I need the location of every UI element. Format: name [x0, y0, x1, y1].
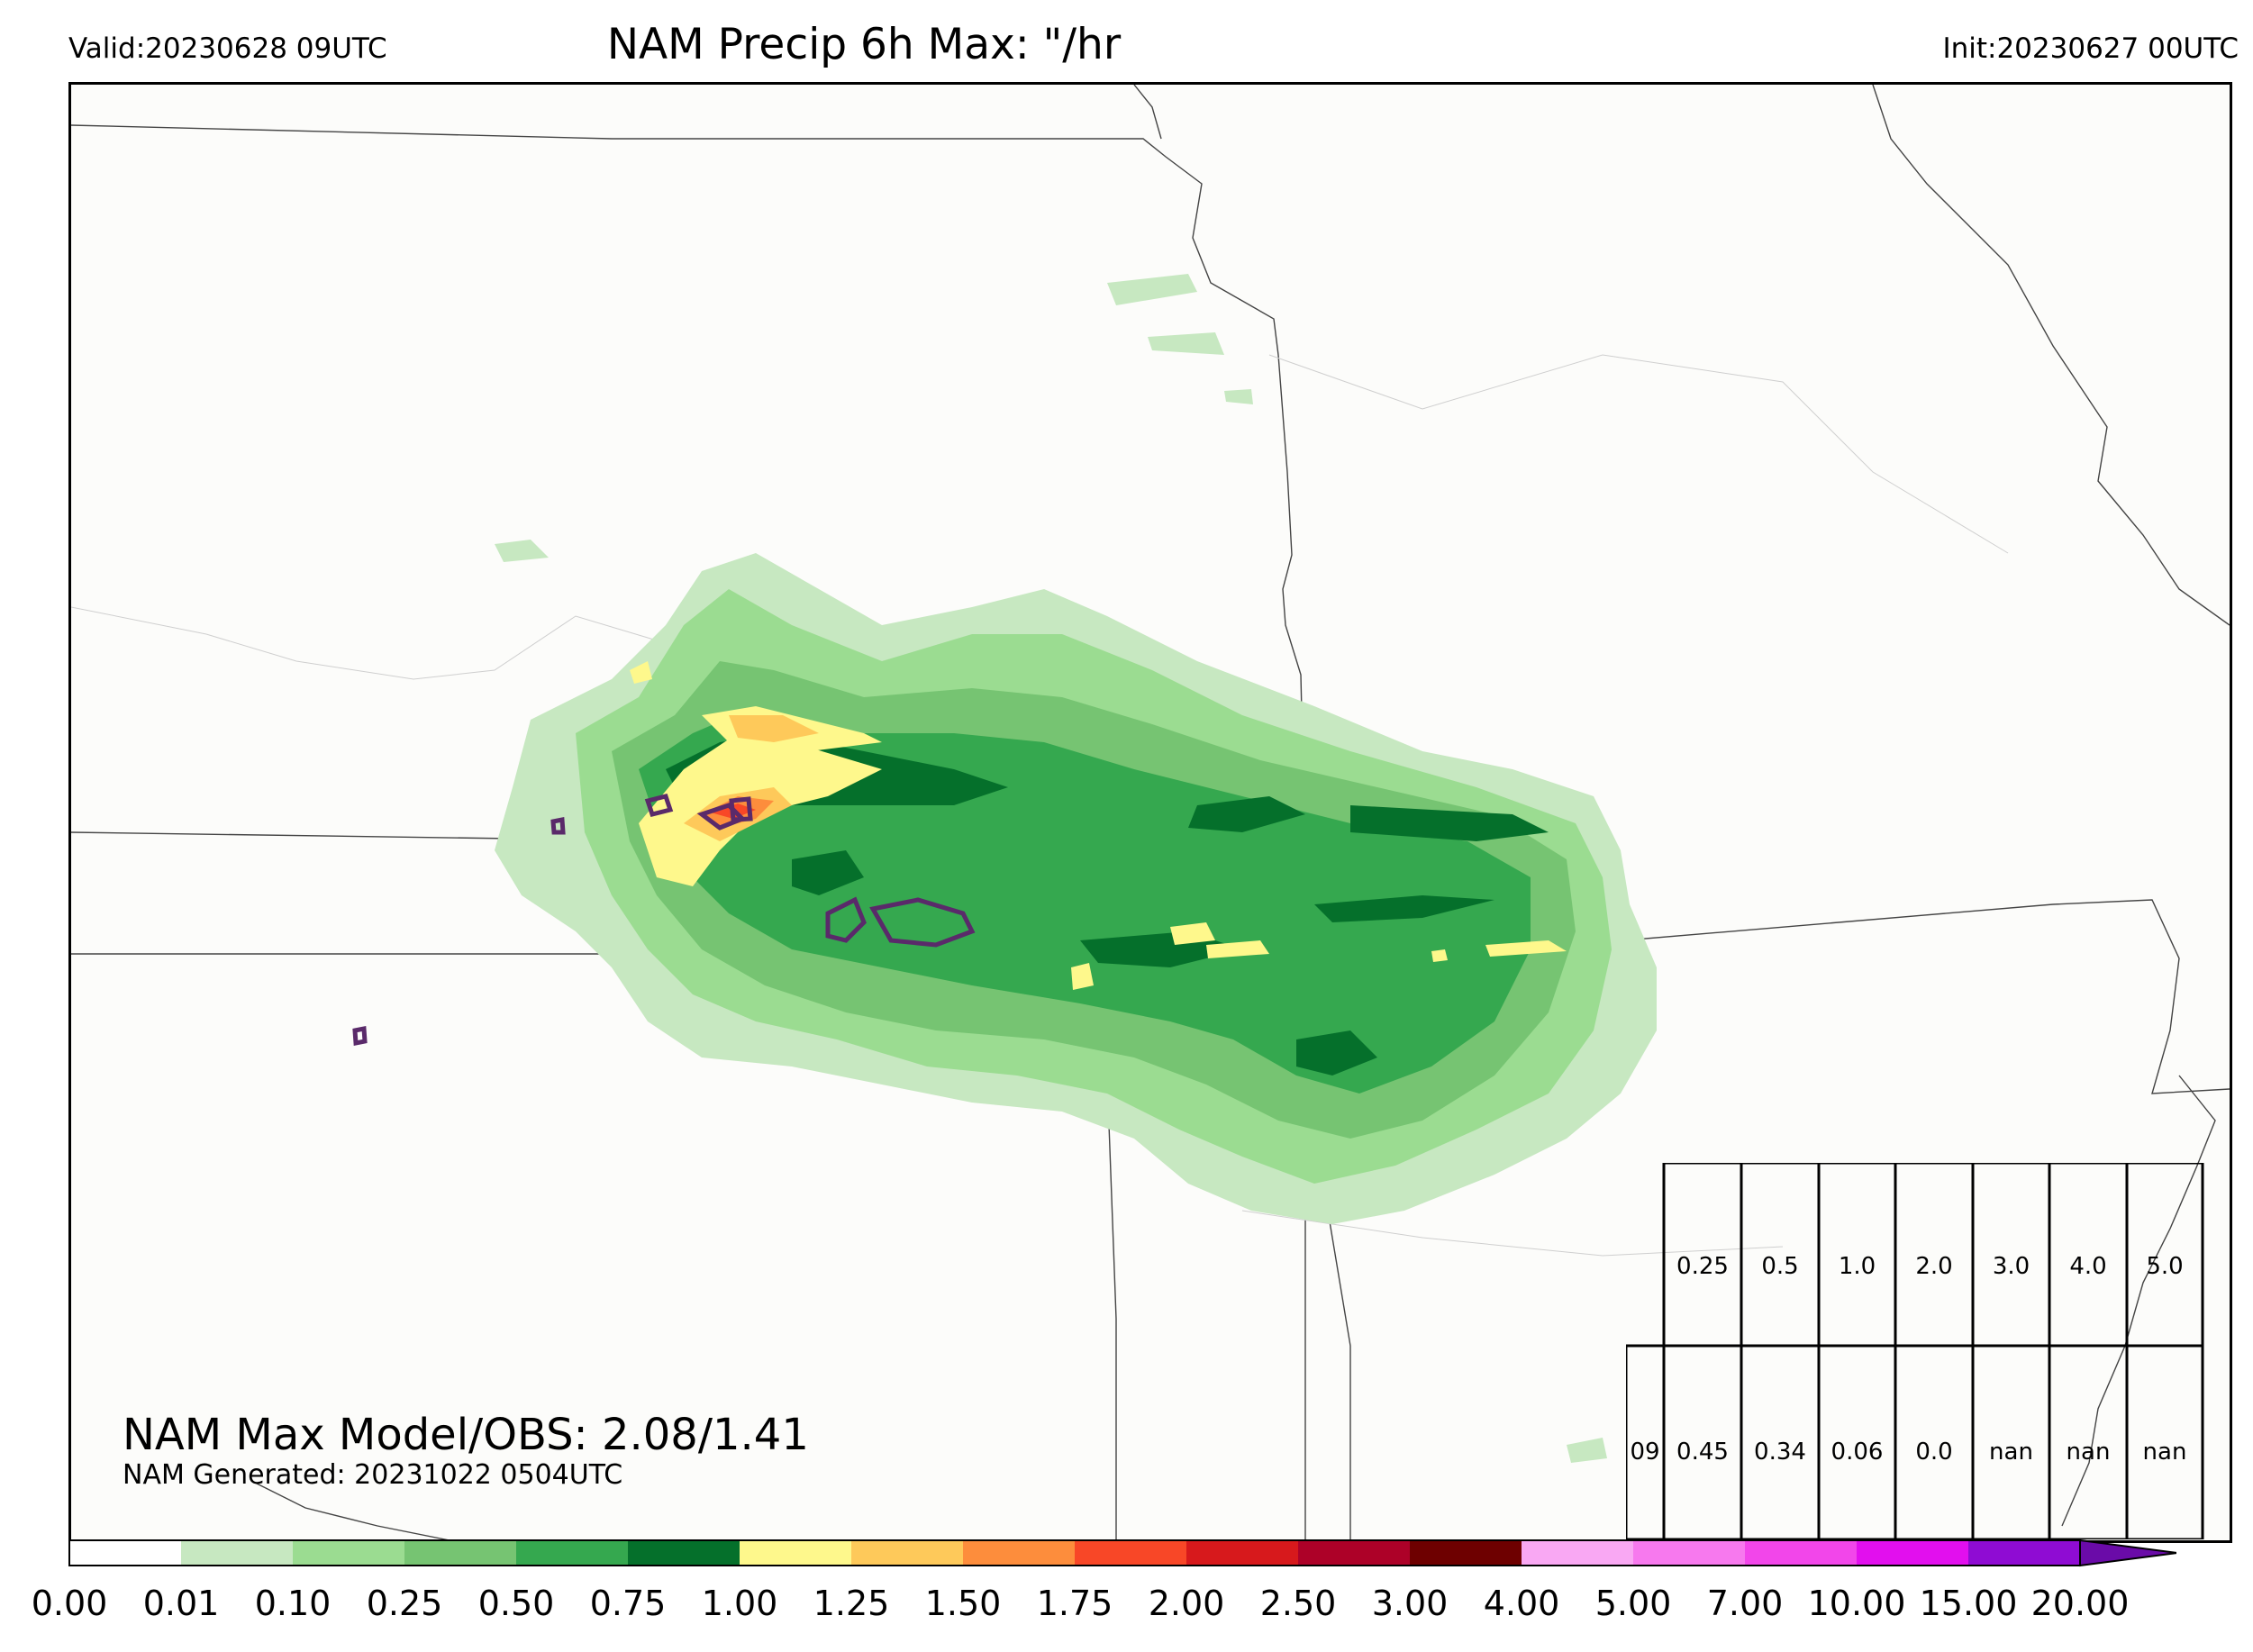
map-canvas — [71, 85, 2230, 1540]
threshold-header: 2.0 — [1915, 1253, 1953, 1280]
obs-contours — [352, 794, 976, 1047]
obs-contour — [352, 1025, 368, 1047]
score-value: 0.0 — [1915, 1439, 1953, 1466]
colorbar-tick-label: 7.00 — [1706, 1584, 1784, 1623]
boundary-line — [2061, 1075, 2216, 1527]
colorbar-segment — [293, 1540, 404, 1566]
colorbar-tick-label: 0.25 — [366, 1584, 443, 1623]
colorbar-segment — [1745, 1540, 1857, 1566]
score-value: 0.06 — [1831, 1439, 1884, 1466]
colorbar-tick-label: 1.75 — [1036, 1584, 1113, 1623]
max-model-obs-label: NAM Max Model/OBS: 2.08/1.41 — [123, 1410, 809, 1460]
precip-shade-0.75 — [1314, 895, 1494, 922]
threshold-header: 1.0 — [1838, 1253, 1876, 1280]
obs-contour — [729, 796, 753, 822]
threshold-header: 4.0 — [2069, 1253, 2107, 1280]
colorbar-tick-label: 0.50 — [477, 1584, 555, 1623]
colorbar-segment — [1410, 1540, 1522, 1566]
colorbar-tick-label: 1.50 — [924, 1584, 1002, 1623]
precip-shade-0.75 — [1188, 796, 1305, 832]
score-value: nan — [2142, 1439, 2187, 1466]
boundary-line — [71, 124, 1306, 1540]
colorbar-frame — [68, 1539, 2081, 1566]
colorbar-segment — [740, 1540, 851, 1566]
obs-contour — [550, 816, 566, 835]
valid-time-label: Valid:20230628 09UTC — [68, 32, 387, 65]
colorbar-tick-label: 2.50 — [1259, 1584, 1337, 1623]
colorbar-tick-label: 15.00 — [1919, 1584, 2018, 1623]
obs-contour — [825, 896, 867, 943]
colorbar — [68, 1539, 2176, 1567]
precip-shade-0.01 — [1107, 274, 1197, 305]
threshold-header: 5.0 — [2146, 1253, 2184, 1280]
precip-shade-1.00 — [1071, 963, 1094, 990]
colorbar-tick-label: 0.10 — [254, 1584, 332, 1623]
colorbar-segment — [1857, 1540, 1968, 1566]
colorbar-tick-label: 1.00 — [701, 1584, 778, 1623]
boundary-line — [1872, 85, 2230, 626]
precip-shade-0.01 — [1148, 332, 1224, 355]
init-time-label: Init:20230627 00UTC — [1942, 32, 2239, 65]
precip-shade-1.00 — [1431, 949, 1448, 962]
precip-shade-1.25 — [729, 715, 819, 742]
colorbar-segment — [1633, 1540, 1745, 1566]
generated-time-label: NAM Generated: 20231022 0504UTC — [123, 1459, 623, 1491]
colorbar-tick-label: 0.75 — [589, 1584, 667, 1623]
colorbar-segment — [1075, 1540, 1186, 1566]
colorbar-tick-label: 20.00 — [2030, 1584, 2130, 1623]
colorbar-segment — [1186, 1540, 1298, 1566]
chart-title: NAM Precip 6h Max: "/hr — [606, 20, 1122, 69]
precip-field — [495, 274, 1657, 1463]
colorbar-tick-label: 0.01 — [142, 1584, 220, 1623]
stats-table-grid — [1626, 1163, 2204, 1539]
colorbar-tick-label: 1.25 — [813, 1584, 890, 1623]
colorbar-segment — [69, 1540, 181, 1566]
precip-shade-0.75 — [1296, 1030, 1377, 1076]
threshold-header: 0.5 — [1761, 1253, 1799, 1280]
boundary-line — [71, 953, 1117, 1540]
colorbar-tick-label: 10.00 — [1807, 1584, 1906, 1623]
boundary-line — [1133, 85, 1162, 140]
colorbar-segment — [181, 1540, 293, 1566]
obs-contour — [869, 897, 976, 948]
threshold-header: 0.25 — [1676, 1253, 1729, 1280]
colorbar-tick-label: 2.00 — [1148, 1584, 1225, 1623]
colorbar-segment — [1298, 1540, 1410, 1566]
colorbar-segment — [1968, 1540, 2080, 1566]
precip-shade-0.75 — [792, 850, 864, 895]
precip-shade-0.01 — [1224, 389, 1253, 404]
river-line — [1268, 354, 2009, 554]
precip-shade-0.01 — [1567, 1438, 1607, 1463]
colorbar-segment — [1522, 1540, 1633, 1566]
precip-shade-0.01 — [495, 540, 549, 562]
precip-map: 0.25 0.5 1.0 2.0 3.0 4.0 5.0 09 0.45 0.3… — [68, 82, 2232, 1543]
obs-contour — [644, 794, 674, 817]
boundary-line — [250, 1480, 450, 1540]
colorbar-segment — [404, 1540, 516, 1566]
score-value: 0.45 — [1676, 1439, 1729, 1466]
score-value: nan — [2066, 1439, 2111, 1466]
precip-shade-0.75 — [1350, 805, 1549, 841]
precip-shade-1.00 — [1485, 940, 1567, 957]
colorbar-tick-label: 0.00 — [31, 1584, 108, 1623]
row-label: 09 — [1630, 1439, 1660, 1466]
precip-shade-1.00 — [630, 661, 652, 684]
colorbar-extend-arrow — [2079, 1539, 2176, 1567]
colorbar-tick-label: 5.00 — [1594, 1584, 1672, 1623]
precip-shade-1.00 — [1206, 940, 1269, 958]
colorbar-tick-label: 3.00 — [1371, 1584, 1449, 1623]
threshold-header: 3.0 — [1992, 1253, 2030, 1280]
precip-shade-1.00 — [1170, 922, 1215, 945]
colorbar-segment — [628, 1540, 740, 1566]
colorbar-tick-label: 4.00 — [1483, 1584, 1560, 1623]
score-value: nan — [1989, 1439, 2033, 1466]
colorbar-segment — [851, 1540, 963, 1566]
colorbar-segment — [963, 1540, 1075, 1566]
colorbar-segment — [516, 1540, 628, 1566]
score-value: 0.34 — [1754, 1439, 1806, 1466]
